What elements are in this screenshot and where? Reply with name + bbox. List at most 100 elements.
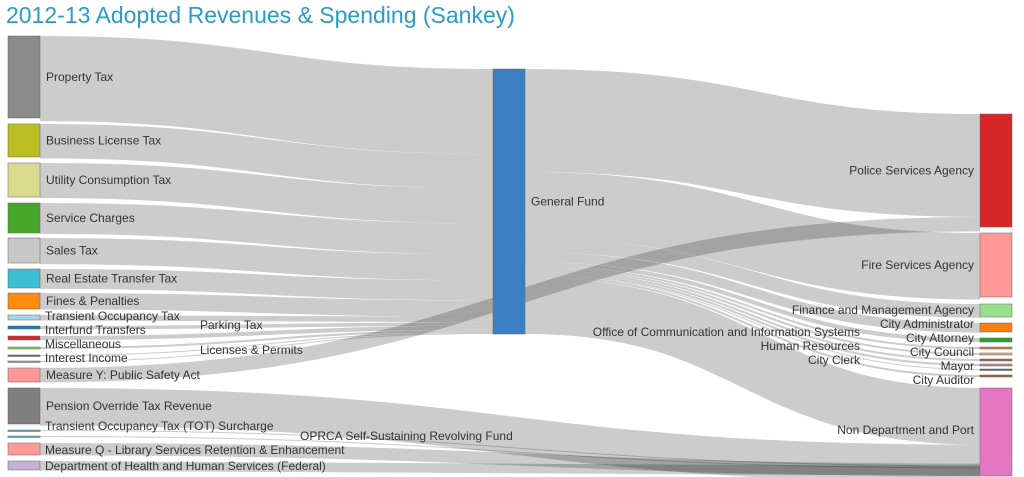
node-bar[interactable] [7,346,41,350]
link-gf-hr [524,268,981,356]
node-totsur[interactable]: Transient Occupancy Tax (TOT) Surcharge [7,419,274,433]
nodes-layer: Property Tax Business License Tax Utility … [7,35,1013,477]
node-utility[interactable]: Utility Consumption Tax [7,162,171,198]
node-bar[interactable] [979,387,1013,477]
link-tot-gf [39,314,494,323]
node-bar[interactable] [7,387,41,425]
node-rett[interactable]: Real Estate Transfer Tax [7,268,177,289]
node-bar[interactable] [7,202,41,234]
node-blt[interactable]: Business License Tax [7,123,161,158]
link-measureq-offscreen [39,443,1001,476]
node-bar[interactable] [979,113,1013,228]
link-hhs-offscreen [39,461,1001,476]
node-label: Office of Communication and Information … [593,325,860,339]
node-measureq[interactable]: Measure Q - Library Services Retention &… [7,442,345,457]
node-bar[interactable] [979,303,1013,318]
node-bar[interactable] [979,374,1013,378]
node-interfund[interactable]: Interfund Transfers [7,323,146,341]
node-property[interactable]: Property Tax [7,35,113,119]
node-nondept[interactable]: Non Department and Port [837,387,1013,477]
node-bar[interactable] [492,68,526,335]
link-pension-nondept [39,388,981,477]
node-fines[interactable]: Fines & Penalties [7,292,139,310]
node-bar[interactable] [7,123,41,158]
node-bar[interactable] [979,363,1013,367]
node-clerk[interactable]: City Clerk [808,353,1013,367]
link-oprca-offscreen [39,436,1001,469]
node-mayor[interactable]: Mayor [941,359,1013,373]
node-label: Fire Services Agency [861,258,974,272]
node-bar[interactable] [979,337,1013,343]
node-label: City Administrator [880,317,974,331]
node-service[interactable]: Service Charges [7,202,135,234]
node-label: Parking Tax [200,318,262,332]
node-bar[interactable] [7,314,41,321]
node-hr[interactable]: Human Resources [761,339,1013,356]
node-attorney[interactable]: City Attorney [906,331,1013,350]
node-fire[interactable]: Fire Services Agency [861,232,1013,298]
node-label: Transient Occupancy Tax (TOT) Surcharge [45,419,274,433]
node-bar[interactable] [979,322,1013,333]
node-council[interactable]: City Council [910,345,1013,362]
node-label: Non Department and Port [837,423,974,437]
node-bar[interactable] [7,367,41,383]
link-gf-mayor [524,274,981,371]
node-label: City Auditor [913,373,974,387]
node-label: OPRCA Self-Sustaining Revolving Fund [300,429,513,443]
node-bar[interactable] [979,346,1013,350]
link-sales-gf [39,237,494,281]
node-police[interactable]: Police Services Agency [849,113,1013,228]
chart-title: 2012-13 Adopted Revenues & Spending (San… [6,2,515,28]
node-bar[interactable] [979,358,1013,362]
node-bar[interactable] [7,268,41,289]
node-finance[interactable]: Finance and Management Agency [792,303,1013,318]
node-auditor[interactable]: City Auditor [913,373,1013,387]
node-bar[interactable] [7,292,41,310]
node-label: General Fund [531,195,604,209]
node-label: Police Services Agency [849,164,974,178]
node-label: Interest Income [45,351,128,365]
link-licenses-gf [39,331,494,357]
node-label: Human Resources [761,339,860,353]
node-interest[interactable]: Interest Income [7,351,128,365]
node-bar[interactable] [979,232,1013,298]
node-bar[interactable] [979,368,1013,371]
node-bar[interactable] [7,325,41,330]
node-bar[interactable] [7,429,41,432]
node-licenses[interactable]: Licenses & Permits [7,343,303,357]
node-bar[interactable] [979,352,1013,356]
node-label: Service Charges [46,211,135,225]
node-label: Utility Consumption Tax [46,173,171,187]
node-gf[interactable]: General Fund [492,68,604,335]
node-pension[interactable]: Pension Override Tax Revenue [7,387,212,425]
node-bar[interactable] [7,35,41,119]
node-bar[interactable] [7,360,41,363]
node-bar[interactable] [7,460,41,471]
node-bar[interactable] [7,435,41,438]
node-label: Interfund Transfers [45,323,146,337]
node-label: Department of Health and Human Services … [45,459,326,473]
node-label: Miscellaneous [45,337,121,351]
link-gf-fire [524,171,981,300]
node-ocis[interactable]: Office of Communication and Information … [593,325,1013,343]
link-interfund-gf [39,325,494,341]
node-bar[interactable] [7,335,41,341]
node-bar[interactable] [7,442,41,456]
link-interest-gf [39,332,494,363]
link-gf-council [524,270,981,362]
link-gf-auditor [524,275,981,378]
node-oprca[interactable]: OPRCA Self-Sustaining Revolving Fund [7,429,513,443]
node-bar[interactable] [7,354,41,357]
node-hhs[interactable]: Department of Health and Human Services … [7,459,326,473]
link-gf-ocis [524,261,981,343]
node-tot[interactable]: Transient Occupancy Tax [7,309,180,323]
node-parking[interactable]: Parking Tax [7,318,262,332]
node-misc[interactable]: Miscellaneous [7,337,121,351]
node-admin[interactable]: City Administrator [880,317,1013,333]
node-bar[interactable] [7,237,41,264]
node-bar[interactable] [7,162,41,198]
node-label: City Clerk [808,353,861,367]
node-sales[interactable]: Sales Tax [7,237,98,264]
node-measurey[interactable]: Measure Y: Public Safety Act [7,367,201,383]
links-layer [39,36,1001,477]
